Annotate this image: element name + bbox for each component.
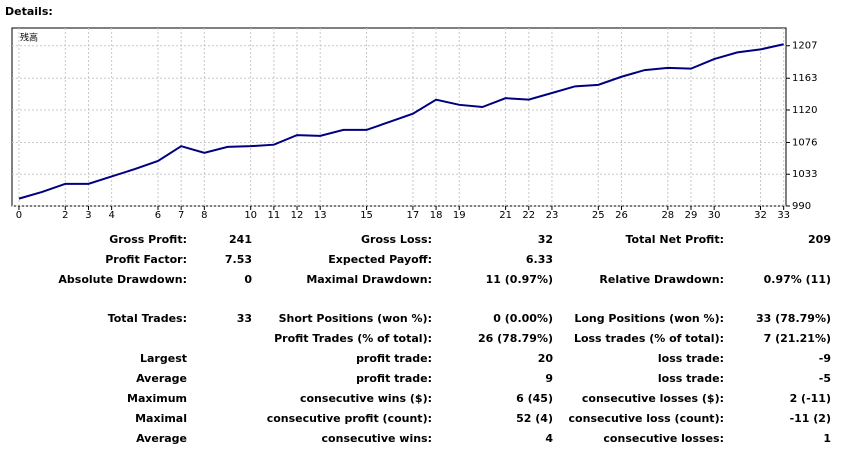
x-tick-label: 17	[407, 210, 420, 221]
stat-value: 9	[545, 372, 553, 385]
y-tick-label: 1120	[792, 105, 817, 116]
stat-value: 1	[823, 432, 831, 445]
x-tick-label: 11	[267, 210, 280, 221]
stat-value: 6.33	[526, 253, 553, 266]
stat-label: consecutive loss (count):	[569, 412, 724, 425]
stat-label: profit trade:	[356, 372, 432, 385]
stat-value: 0.97% (11)	[764, 273, 831, 286]
stat-value: 0 (0.00%)	[493, 312, 553, 325]
stat-label: Average	[136, 372, 187, 385]
heading: Details:	[5, 5, 53, 18]
stat-value: 241	[229, 233, 252, 246]
stat-label: Gross Profit:	[109, 233, 187, 246]
x-tick-label: 33	[777, 210, 790, 221]
x-tick-label: 15	[360, 210, 373, 221]
stat-label: loss trade:	[658, 372, 724, 385]
x-tick-label: 6	[155, 210, 161, 221]
x-tick-label: 21	[499, 210, 512, 221]
stat-value: -5	[819, 372, 831, 385]
y-tick-label: 1163	[792, 73, 817, 84]
stat-value: 26 (78.79%)	[478, 332, 553, 345]
x-tick-label: 19	[453, 210, 466, 221]
stat-value: 52 (4)	[516, 412, 553, 425]
x-tick-label: 23	[546, 210, 559, 221]
stat-label: Total Net Profit:	[626, 233, 725, 246]
chart-label: 残高	[20, 32, 38, 44]
stat-label: Loss trades (% of total):	[574, 332, 724, 345]
x-tick-label: 28	[661, 210, 674, 221]
stat-label: consecutive profit (count):	[267, 412, 432, 425]
stat-label: Short Positions (won %):	[279, 312, 432, 325]
stat-label: Gross Loss:	[361, 233, 432, 246]
stat-value: 0	[244, 273, 252, 286]
x-tick-label: 32	[754, 210, 767, 221]
stat-label: consecutive wins ($):	[300, 392, 432, 405]
x-tick-label: 8	[201, 210, 207, 221]
y-tick-label: 1033	[792, 169, 817, 180]
balance-line	[18, 43, 784, 200]
stat-value: 33 (78.79%)	[756, 312, 831, 325]
x-tick-label: 3	[85, 210, 91, 221]
stat-label: Profit Factor:	[105, 253, 187, 266]
stat-value: 20	[538, 352, 554, 365]
x-tick-label: 0	[16, 210, 22, 221]
chart-frame	[11, 27, 787, 207]
x-tick-label: 10	[244, 210, 257, 221]
stat-label: Maximal Drawdown:	[306, 273, 432, 286]
stat-label: Long Positions (won %):	[574, 312, 724, 325]
stat-value: 7.53	[225, 253, 252, 266]
stat-value: 11 (0.97%)	[486, 273, 553, 286]
stat-label: consecutive wins:	[322, 432, 432, 445]
stat-value: -9	[819, 352, 831, 365]
stat-label: Absolute Drawdown:	[58, 273, 187, 286]
stat-label: Maximal	[135, 412, 187, 425]
x-tick-label: 25	[592, 210, 605, 221]
stat-label: Total Trades:	[108, 312, 187, 325]
stat-label: consecutive losses ($):	[582, 392, 724, 405]
x-tick-label: 30	[708, 210, 721, 221]
stat-value: 32	[538, 233, 553, 246]
stat-value: 7 (21.21%)	[764, 332, 831, 345]
stat-label: Profit Trades (% of total):	[274, 332, 432, 345]
x-tick-label: 2	[62, 210, 68, 221]
y-tick-label: 1207	[792, 41, 817, 52]
x-tick-label: 22	[522, 210, 535, 221]
x-tick-label: 26	[615, 210, 628, 221]
stat-label: Expected Payoff:	[328, 253, 432, 266]
stat-label: profit trade:	[356, 352, 432, 365]
stat-value: 6 (45)	[516, 392, 553, 405]
stat-value: 209	[808, 233, 831, 246]
y-tick-label: 990	[792, 201, 811, 212]
x-tick-label: 13	[314, 210, 327, 221]
x-tick-label: 4	[108, 210, 114, 221]
x-tick-label: 12	[291, 210, 304, 221]
stat-label: Largest	[140, 352, 187, 365]
x-tick-label: 7	[178, 210, 184, 221]
stat-value: 2 (-11)	[790, 392, 831, 405]
x-tick-label: 18	[430, 210, 443, 221]
stat-label: consecutive losses:	[603, 432, 724, 445]
stat-value: 33	[237, 312, 252, 325]
stat-label: Relative Drawdown:	[599, 273, 724, 286]
stat-label: Maximum	[127, 392, 187, 405]
stat-value: 4	[545, 432, 553, 445]
stat-label: Average	[136, 432, 187, 445]
y-tick-label: 1076	[792, 137, 817, 148]
x-tick-label: 29	[685, 210, 698, 221]
stat-value: -11 (2)	[790, 412, 831, 425]
stat-label: loss trade:	[658, 352, 724, 365]
